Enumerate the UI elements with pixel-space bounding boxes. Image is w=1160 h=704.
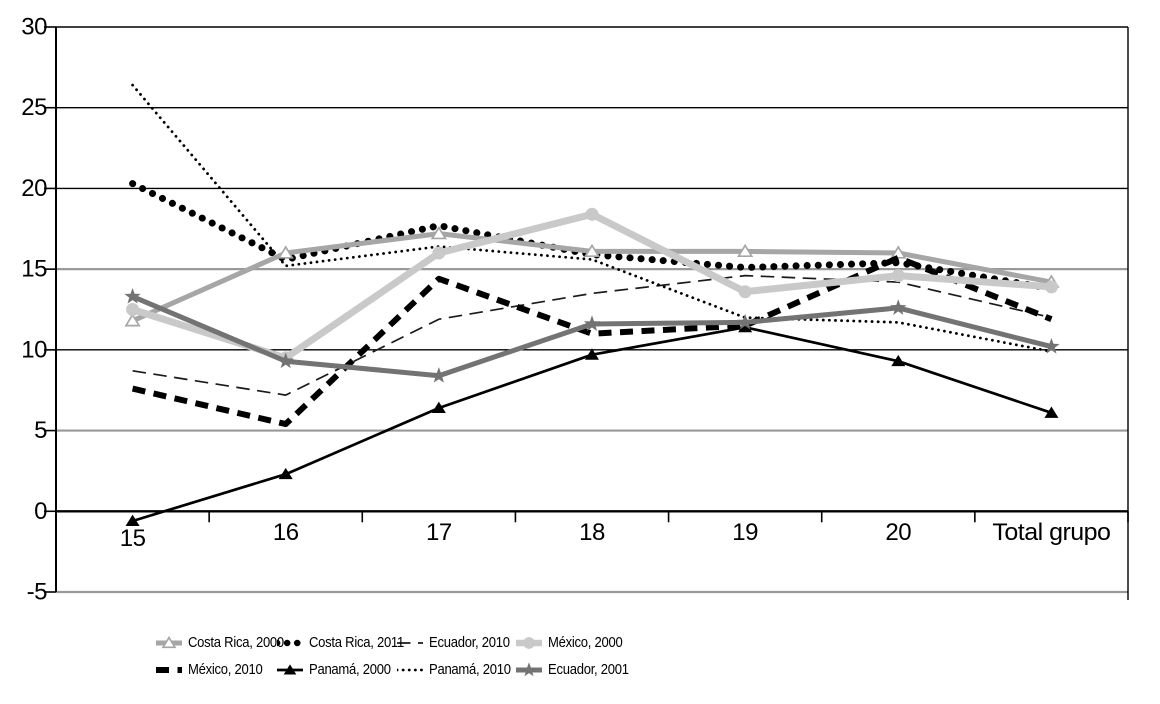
x-tick-label: 15 [120,525,146,552]
legend-item: Panamá, 2010 [397,661,516,679]
series-marker-triangle-open [124,313,141,327]
legend-marker [277,663,303,674]
series-marker-triangle-open [737,243,754,258]
series-marker-star [277,352,294,369]
legend-label: Panamá, 2000 [309,661,391,678]
series-line [131,254,1053,428]
x-tick-label: 18 [579,519,605,546]
legend-marker [516,661,542,676]
legend-label: Costa Rica, 2011 [309,634,404,651]
legend-marker [156,635,182,648]
series-5 [131,254,1053,428]
series-marker-triangle [1044,406,1059,418]
series-marker-circle [891,269,905,283]
legend-marker [277,639,303,646]
legend-item: Costa Rica, 2000 [156,634,284,652]
x-tick-label: 20 [885,519,911,546]
y-tick-label: 20 [21,175,47,202]
y-tick-label: 5 [34,417,47,444]
series-marker-triangle [125,514,140,526]
series-marker-circle [738,285,752,299]
x-tick-label: Total grupo [992,519,1110,546]
legend-item: Panamá, 2000 [277,661,397,679]
series-marker-star [583,315,601,331]
series-marker-star [1043,338,1060,354]
series-6 [125,320,1059,526]
series-line [131,83,1053,353]
series-2 [129,180,1055,292]
series-marker-triangle-open [277,245,294,259]
series-marker-star [736,313,754,330]
series-marker-triangle [738,320,753,333]
series-marker-circle [1044,280,1058,294]
x-tick-label: 16 [273,519,299,546]
series-3 [132,274,1052,396]
y-tick-label: 0 [34,498,47,525]
legend-label: Ecuador, 2010 [429,634,510,651]
series-marker-triangle [283,663,297,674]
x-tick-label: 17 [426,519,452,546]
series-line [132,274,1052,396]
series-7 [131,83,1053,353]
legend-row: Costa Rica, 2000 Costa Rica, 2011 Ecuador,… [156,629,641,656]
legend-label: Ecuador, 2001 [548,661,629,678]
legend-item: Ecuador, 2001 [516,661,641,679]
legend-marker [397,641,423,644]
y-tick-label: 25 [21,94,47,121]
legend-label: México, 2000 [548,634,623,651]
chart-legend: Costa Rica, 2000 Costa Rica, 2011 Ecuador,… [156,629,641,683]
legend-marker [397,668,423,671]
legend-label: Costa Rica, 2000 [188,634,284,651]
series-marker-circle [126,303,140,316]
series-marker-triangle [891,354,906,367]
series-marker-triangle-open [161,635,177,648]
y-tick-label: 10 [21,336,47,363]
series-marker-star [521,661,537,676]
series-marker-circle [585,207,599,221]
legend-item: Costa Rica, 2011 [277,634,404,652]
legend-item: Ecuador, 2010 [397,634,516,652]
legend-item: México, 2000 [516,634,641,652]
y-tick-label: 30 [21,14,47,41]
series-marker-triangle [278,467,293,480]
series-marker-triangle [585,348,599,360]
x-tick-label: 19 [732,519,758,546]
series-marker-star [430,367,448,383]
series-marker-star [124,287,141,304]
legend-marker [156,666,182,673]
legend-item: México, 2010 [156,661,277,679]
series-marker-circle [432,246,446,260]
series-marker-circle [523,636,535,649]
series-8 [124,287,1060,383]
series-marker-triangle [431,401,446,413]
legend-row: México, 2010 Panamá, 2000 Panamá, 2010 Ecua… [156,656,641,683]
y-tick-label: 15 [21,256,47,283]
y-tick-label: -5 [27,579,47,606]
series-line [131,294,1053,379]
series-line [129,180,1055,292]
legend-label: Panamá, 2010 [429,661,511,678]
legend-marker [516,636,542,649]
series-marker-star [890,299,907,315]
series-marker-triangle-open [890,245,907,259]
series-marker-triangle-open [430,225,447,240]
series-marker-triangle-open [583,243,601,258]
legend-label: México, 2010 [188,661,263,678]
